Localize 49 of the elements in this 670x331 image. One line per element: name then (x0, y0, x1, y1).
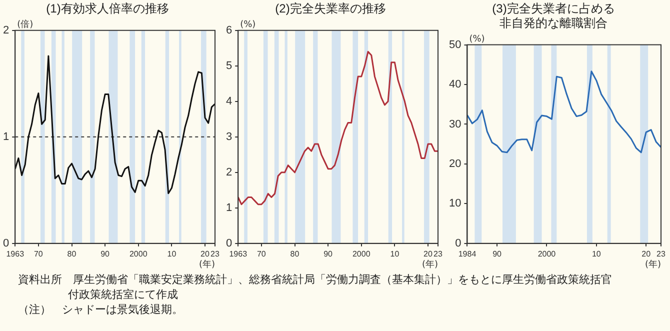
x-tick-label: 90 (324, 249, 334, 258)
y-tick-label: 5 (226, 60, 232, 72)
x-tick-label: 90 (100, 249, 110, 258)
y-tick-label: 20 (448, 158, 462, 170)
y-tick-label: 10 (448, 198, 462, 210)
x-tick-label: 70 (34, 249, 44, 258)
y-tick-label: 30 (448, 118, 462, 130)
y-tick-label: 1 (226, 202, 232, 214)
x-tick-label: 80 (67, 249, 77, 258)
x-tick-label: 2000 (352, 249, 371, 258)
y-tick-label: 0 (2, 237, 10, 250)
x-tick-label: 70 (256, 249, 266, 258)
y-tick-label: 0 (226, 237, 232, 250)
x-axis-title: (年) (644, 259, 661, 270)
y-axis-title: (倍) (17, 19, 34, 30)
y-tick-label: 2 (226, 166, 232, 178)
x-tick-label: 20 (200, 249, 210, 258)
y-tick-label: 1 (2, 130, 10, 143)
x-tick-label: 80 (290, 249, 300, 258)
y-tick-label: 0 (455, 237, 462, 250)
y-tick-label: 3 (226, 130, 232, 143)
x-tick-label: 1963 (229, 249, 248, 258)
x-tick-label: 10 (167, 249, 177, 258)
y-axis-title: (%) (240, 20, 256, 30)
x-tick-label: 23 (656, 249, 666, 258)
y-tick-label: 6 (226, 24, 232, 36)
text: （注） シャドーは景気後退期。 (18, 302, 184, 317)
chart-title: (1)有効求人倍率の推移 (46, 2, 169, 16)
x-tick-label: 2000 (538, 249, 556, 258)
x-tick-label: 1984 (458, 249, 477, 258)
x-tick-label: 23 (210, 249, 220, 258)
x-tick-label: 10 (390, 249, 400, 258)
y-tick-label: 2 (2, 24, 10, 36)
x-axis-title: (年) (422, 259, 438, 270)
y-tick-label: 40 (448, 78, 462, 91)
x-tick-label: 20 (642, 249, 652, 258)
y-axis-title: (%) (469, 34, 485, 45)
y-tick-label: 4 (226, 95, 232, 108)
x-tick-label: 10 (592, 249, 602, 258)
chart-title: (2)完全失業率の推移 (275, 2, 386, 16)
text: 資料出所 厚生労働省「職業安定業務統計」、総務省統計局「労働力調査（基本集計）」をもとに厚生労働省政策統括官付政策統括室にて作成 (18, 272, 613, 302)
x-tick-label: 1963 (6, 249, 25, 258)
x-tick-label: 90 (492, 249, 502, 258)
chart-title: (3)完全失業者に占める非自発的な離職割合 (492, 2, 615, 30)
x-tick-label: 2000 (129, 249, 148, 258)
y-tick-label: 50 (448, 38, 462, 51)
x-tick-label: 20 (424, 249, 433, 258)
x-axis-title: (年) (198, 259, 215, 270)
x-tick-label: 23 (434, 249, 443, 258)
